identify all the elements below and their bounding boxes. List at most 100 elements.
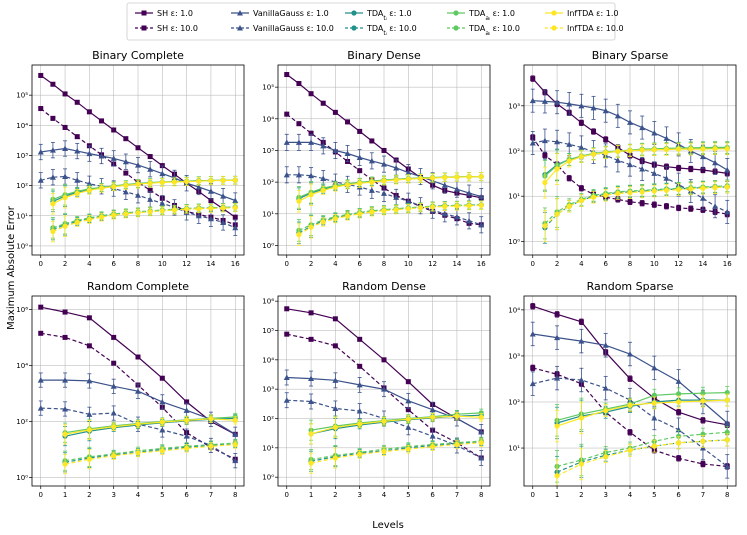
data-point (578, 185, 584, 191)
series-line (64, 444, 236, 465)
data-point (578, 144, 585, 150)
data-point (578, 197, 584, 204)
series-line (556, 439, 728, 477)
data-point (220, 193, 227, 199)
data-point (453, 213, 460, 220)
data-point (111, 212, 117, 218)
data-point (417, 205, 424, 211)
series-line (52, 179, 236, 205)
legend-label: SH ε: 10.0 (157, 24, 198, 33)
data-point (356, 381, 363, 388)
y-tick-label: 10⁵ (262, 327, 274, 335)
data-point (232, 214, 238, 220)
series-line (544, 146, 728, 177)
data-point (332, 455, 338, 461)
x-tick-label: 12 (674, 260, 683, 268)
series-line (298, 204, 482, 231)
x-tick-label: 14 (452, 260, 461, 268)
data-point (62, 124, 68, 130)
legend-swatch-marker (237, 25, 243, 31)
y-axis-label: Maximum Absolute Error (6, 205, 17, 330)
x-tick-label: 1 (555, 491, 559, 499)
data-point (332, 109, 338, 115)
data-point (332, 216, 338, 222)
data-point (603, 192, 609, 198)
panel-title: Random Sparse (587, 280, 674, 293)
data-point (38, 304, 44, 310)
y-tick-label: 10⁵ (16, 92, 28, 100)
data-point (308, 336, 314, 342)
data-point (614, 112, 621, 119)
data-point (675, 426, 682, 433)
x-tick-label: 8 (628, 260, 632, 268)
data-point (688, 146, 694, 152)
series-line (556, 431, 728, 467)
data-point (591, 129, 597, 135)
x-tick-label: 0 (285, 260, 289, 268)
data-point (590, 194, 597, 200)
x-tick-label: 7 (701, 491, 705, 499)
data-point (700, 146, 706, 152)
x-tick-label: 3 (357, 491, 361, 499)
data-point (454, 413, 460, 419)
data-point (183, 433, 190, 439)
y-tick-label: 10⁴ (262, 115, 274, 123)
data-point (454, 203, 460, 209)
data-point (381, 386, 387, 392)
x-tick-label: 1 (63, 491, 67, 499)
series-line (311, 440, 482, 461)
data-point (381, 418, 387, 424)
data-point (724, 184, 730, 190)
data-point (578, 319, 584, 325)
series-group (283, 306, 485, 474)
data-point (320, 100, 326, 106)
data-point (344, 182, 351, 188)
data-point (430, 444, 436, 450)
data-point (171, 179, 178, 185)
y-tick-label: 10⁰ (262, 474, 274, 482)
series-line (556, 399, 728, 427)
data-point (159, 200, 166, 206)
data-point (542, 152, 548, 158)
legend-label: VanillaGauss ε: 10.0 (253, 24, 334, 33)
data-point (368, 187, 375, 193)
legend-entry: VanillaGauss ε: 1.0 (231, 9, 329, 18)
data-point (86, 411, 93, 417)
x-tick-label: 4 (382, 491, 387, 499)
data-point (724, 437, 730, 443)
data-point (62, 309, 68, 315)
data-point (207, 188, 214, 194)
series-inftda-1-0 (308, 411, 484, 445)
data-point (320, 175, 327, 182)
data-point (345, 119, 351, 125)
data-point (123, 182, 129, 188)
data-point (405, 379, 411, 385)
data-point (208, 178, 214, 184)
legend-frame (126, 2, 616, 41)
data-point (627, 351, 633, 357)
legend-swatch-marker (453, 25, 459, 31)
data-point (676, 165, 682, 171)
series-group (283, 72, 485, 246)
legend-swatch-marker (141, 10, 147, 16)
data-point (699, 153, 706, 160)
x-tick-label: 16 (723, 260, 732, 268)
data-point (700, 185, 706, 191)
data-point (74, 219, 80, 226)
data-point (724, 419, 731, 426)
data-point (195, 183, 202, 190)
data-point (663, 146, 670, 153)
x-tick-label: 6 (357, 260, 362, 268)
data-point (603, 408, 609, 414)
data-point (74, 190, 80, 197)
data-point (554, 423, 560, 429)
data-point (208, 205, 214, 212)
data-point (135, 450, 141, 456)
data-point (639, 200, 645, 206)
axes-frame (523, 64, 737, 256)
data-point (651, 443, 657, 449)
data-point (478, 414, 484, 420)
data-point (529, 330, 536, 337)
data-point (232, 431, 239, 437)
